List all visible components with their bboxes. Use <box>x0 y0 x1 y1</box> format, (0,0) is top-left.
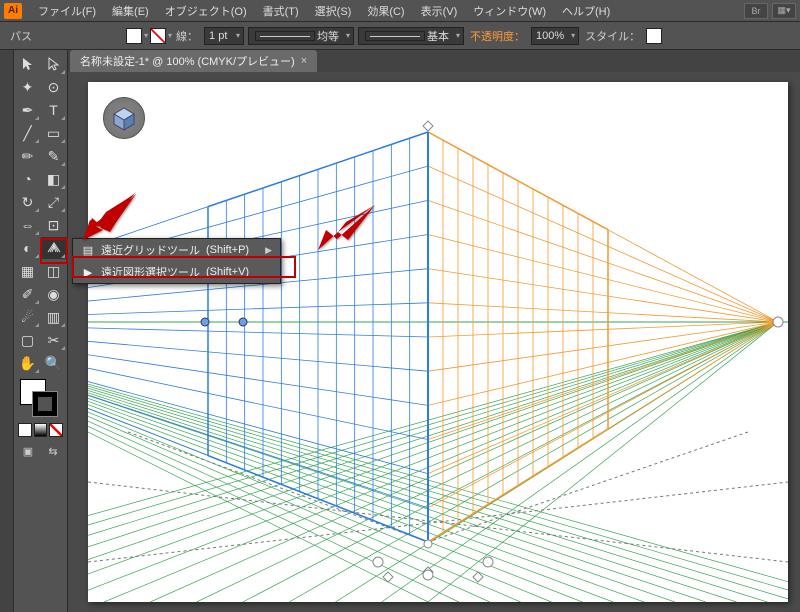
color-mode-none[interactable] <box>49 423 63 437</box>
mesh-tool[interactable]: ▦ <box>15 260 40 282</box>
eraser-tool[interactable]: ◧ <box>41 168 66 190</box>
stroke-label: 線： <box>176 28 198 44</box>
line-tool[interactable]: ╱ <box>15 122 40 144</box>
color-mode-row <box>14 421 67 439</box>
canvas[interactable] <box>68 72 800 612</box>
menu-view[interactable]: 表示(V) <box>413 3 466 19</box>
free-transform-tool[interactable]: ⊡ <box>41 214 66 236</box>
flyout-submenu-arrow-icon: ▶ <box>255 245 272 256</box>
flyout-item-shortcut: (Shift+P) <box>206 244 249 256</box>
menu-type[interactable]: 書式(T) <box>255 3 307 19</box>
perspective-selection-icon: ▶ <box>81 265 95 279</box>
plane-switch-widget[interactable] <box>103 97 145 139</box>
shape-builder-tool[interactable]: ◐ <box>15 237 40 259</box>
magic-wand-tool[interactable]: ✦ <box>15 76 40 98</box>
menu-window[interactable]: ウィンドウ(W) <box>465 3 554 19</box>
stroke-profile-dropdown[interactable]: 均等 <box>248 27 354 45</box>
blend-tool[interactable]: ◉ <box>41 283 66 305</box>
scale-tool[interactable]: ⤢ <box>41 191 66 213</box>
rotate-tool[interactable]: ↻ <box>15 191 40 213</box>
brush-dropdown[interactable]: 基本 <box>358 27 464 45</box>
perspective-grid <box>88 82 788 602</box>
lasso-tool[interactable]: ⊙ <box>41 76 66 98</box>
stroke-swatch[interactable] <box>150 28 166 44</box>
slice-tool[interactable]: ✂ <box>41 329 66 351</box>
opacity-label: 不透明度： <box>470 28 525 44</box>
flyout-item-label: 遠近図形選択ツール <box>101 264 200 280</box>
document-tab-title: 名称未設定-1* @ 100% (CMYK/プレビュー) <box>80 53 295 69</box>
menu-effect[interactable]: 効果(C) <box>359 3 412 19</box>
menu-bar: Ai ファイル(F) 編集(E) オブジェクト(O) 書式(T) 選択(S) 効… <box>0 0 800 22</box>
rectangle-tool[interactable]: ▭ <box>41 122 66 144</box>
control-bar: パス ▾ ▾ 線： 1 pt 均等 基本 不透明度： 100% スタイル： <box>0 22 800 50</box>
blob-brush-tool[interactable]: ◔ <box>15 168 40 190</box>
document-area: 名称未設定-1* @ 100% (CMYK/プレビュー) × <box>68 50 800 612</box>
type-tool[interactable]: T <box>41 99 66 121</box>
width-tool[interactable]: ⇔ <box>15 214 40 236</box>
tab-close-icon[interactable]: × <box>301 55 307 67</box>
document-tab-bar: 名称未設定-1* @ 100% (CMYK/プレビュー) × <box>68 50 800 72</box>
document-tab[interactable]: 名称未設定-1* @ 100% (CMYK/プレビュー) × <box>70 50 317 72</box>
color-mode-color[interactable] <box>18 423 32 437</box>
color-mode-gradient[interactable] <box>34 423 48 437</box>
hand-tool[interactable]: ✋ <box>15 352 40 374</box>
annotation-arrow-left <box>78 190 138 245</box>
menu-file[interactable]: ファイル(F) <box>30 3 104 19</box>
pencil-tool[interactable]: ✎ <box>41 145 66 167</box>
menu-object[interactable]: オブジェクト(O) <box>157 3 255 19</box>
perspective-grid-tool[interactable] <box>41 237 66 259</box>
flyout-perspective-selection-tool[interactable]: ▶ 遠近図形選択ツール (Shift+V) <box>73 261 280 283</box>
selection-type-label: パス <box>10 28 120 44</box>
direct-selection-tool[interactable] <box>41 53 66 75</box>
style-label: スタイル： <box>585 28 640 44</box>
artboard-tool[interactable]: ▢ <box>15 329 40 351</box>
fill-swatch[interactable] <box>126 28 142 44</box>
selection-tool[interactable] <box>15 53 40 75</box>
zoom-tool[interactable]: 🔍 <box>41 352 66 374</box>
gradient-tool[interactable]: ◫ <box>41 260 66 282</box>
menu-select[interactable]: 選択(S) <box>307 3 360 19</box>
stroke-color[interactable] <box>32 391 58 417</box>
arrange-docs-button[interactable]: ▦▾ <box>772 3 796 19</box>
opacity-dropdown[interactable]: 100% <box>531 27 579 45</box>
workspace: ✦ ⊙ ✒ T ╱ ▭ ✏ ✎ ◔ ◧ ↻ ⤢ ⇔ ⊡ ◐ ▦ ◫ ✐ ◉ ☄ … <box>0 50 800 612</box>
flyout-item-shortcut: (Shift+V) <box>206 266 249 278</box>
column-graph-tool[interactable]: ▥ <box>41 306 66 328</box>
menu-edit[interactable]: 編集(E) <box>104 3 157 19</box>
paintbrush-tool[interactable]: ✏ <box>15 145 40 167</box>
screen-mode-normal[interactable]: ▣ <box>16 441 40 461</box>
perspective-grid-icon: ▤ <box>81 243 95 257</box>
left-strip <box>0 50 14 612</box>
tool-panel: ✦ ⊙ ✒ T ╱ ▭ ✏ ✎ ◔ ◧ ↻ ⤢ ⇔ ⊡ ◐ ▦ ◫ ✐ ◉ ☄ … <box>14 50 68 612</box>
pen-tool[interactable]: ✒ <box>15 99 40 121</box>
app-logo: Ai <box>4 3 22 19</box>
eyedropper-tool[interactable]: ✐ <box>15 283 40 305</box>
stroke-weight-dropdown[interactable]: 1 pt <box>204 27 244 45</box>
bridge-button[interactable]: Br <box>744 3 768 19</box>
style-swatch[interactable] <box>646 28 662 44</box>
symbol-sprayer-tool[interactable]: ☄ <box>15 306 40 328</box>
screen-mode-toggle[interactable]: ⇆ <box>41 441 65 461</box>
annotation-arrow-right <box>310 200 380 255</box>
menu-help[interactable]: ヘルプ(H) <box>554 3 618 19</box>
fill-stroke-control[interactable] <box>14 375 67 421</box>
